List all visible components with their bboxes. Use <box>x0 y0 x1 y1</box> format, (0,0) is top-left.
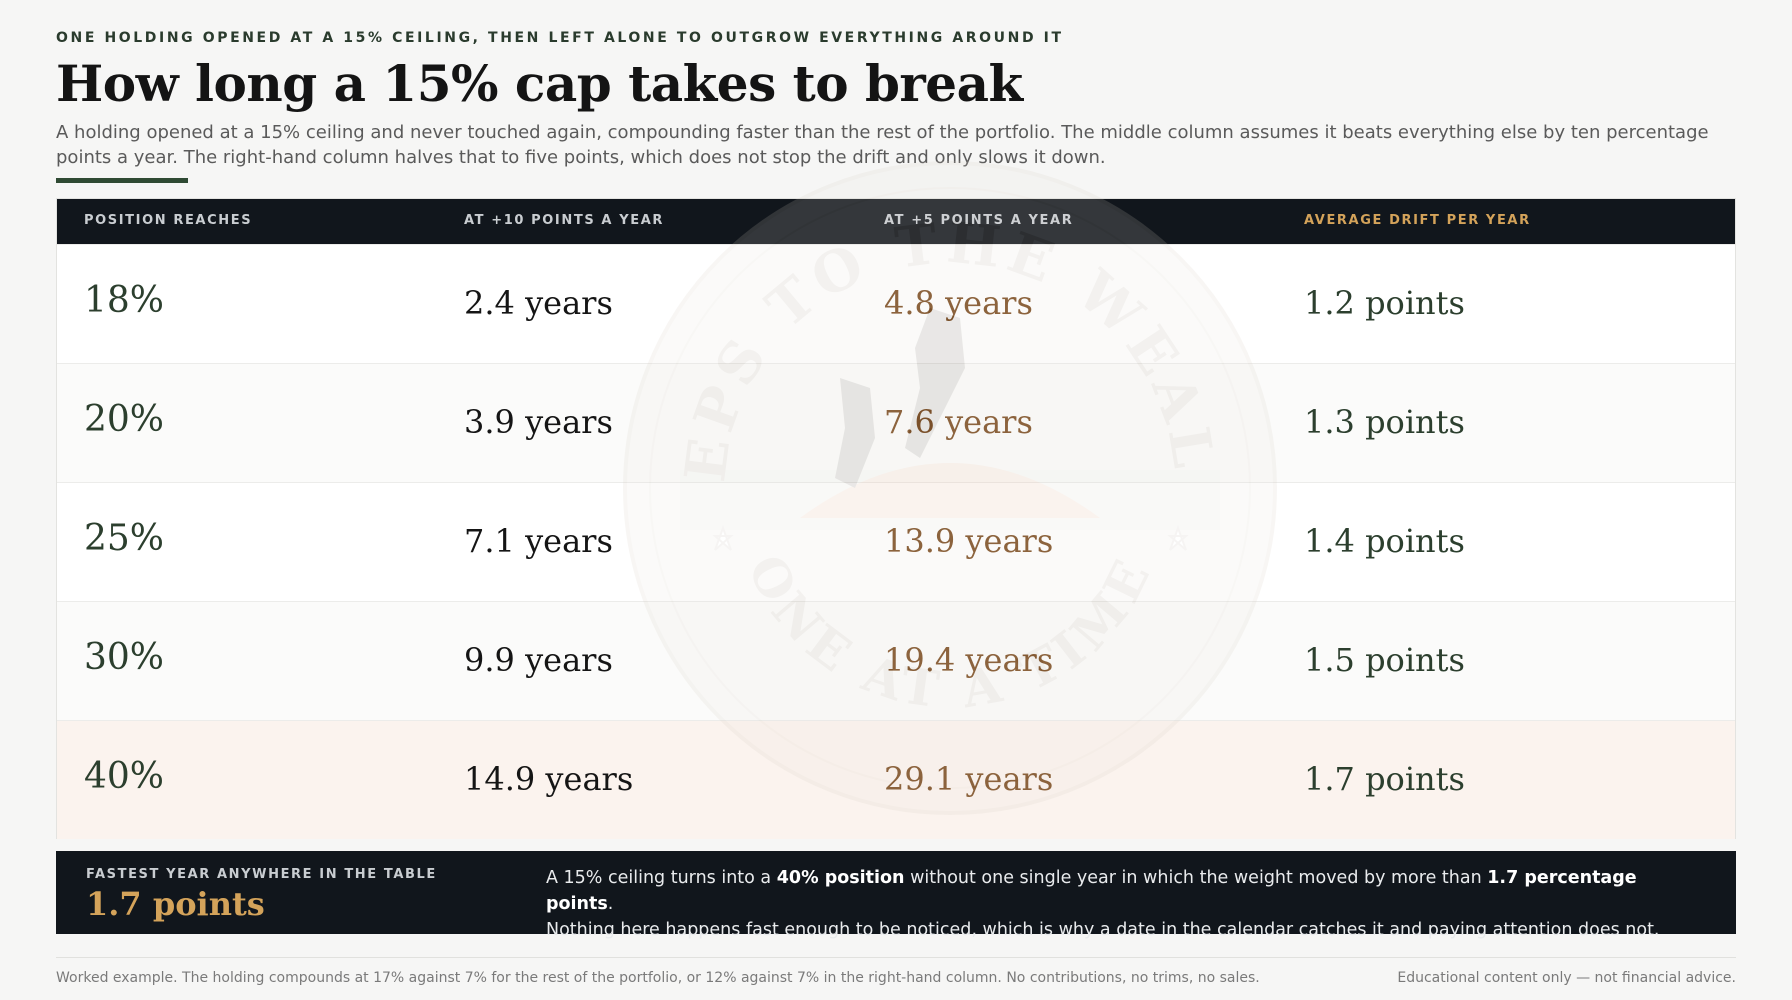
callout-text-part: . <box>607 894 614 914</box>
table-header: POSITION REACHES AT +10 POINTS A YEAR AT… <box>57 199 1735 244</box>
cell-five: 29.1 years <box>884 760 1054 798</box>
drift-table: POSITION REACHES AT +10 POINTS A YEAR AT… <box>56 198 1736 839</box>
callout-bold-position: 40% position <box>776 868 905 888</box>
footer-note: Worked example. The holding compounds at… <box>56 970 1260 986</box>
cell-drift: 1.2 points <box>1304 284 1465 322</box>
callout-text: A 15% ceiling turns into a 40% position … <box>546 865 1706 943</box>
callout-value: 1.7 points <box>86 885 265 923</box>
callout-text-part: A 15% ceiling turns into a <box>546 868 777 888</box>
cell-ten: 14.9 years <box>464 760 634 798</box>
page-title: How long a 15% cap takes to break <box>56 54 1023 113</box>
cell-drift: 1.3 points <box>1304 403 1465 441</box>
callout-bold-points: 1.7 percentage points <box>546 868 1637 914</box>
cell-ten: 7.1 years <box>464 522 613 560</box>
table-row-highlight: 40% 14.9 years 29.1 years 1.7 points <box>57 720 1735 839</box>
cell-five: 13.9 years <box>884 522 1054 560</box>
cell-position: 40% <box>84 756 165 797</box>
cell-position: 25% <box>84 518 165 559</box>
callout-text-part: without one single year in which the wei… <box>904 868 1488 888</box>
cell-ten: 9.9 years <box>464 641 613 679</box>
footer-divider <box>56 957 1736 958</box>
cell-position: 18% <box>84 280 165 321</box>
col-header-five: AT +5 POINTS A YEAR <box>884 213 1074 228</box>
cell-ten: 2.4 years <box>464 284 613 322</box>
accent-bar <box>56 178 188 183</box>
cell-drift: 1.7 points <box>1304 760 1465 798</box>
table-row: 25% 7.1 years 13.9 years 1.4 points <box>57 482 1735 601</box>
table-row: 30% 9.9 years 19.4 years 1.5 points <box>57 601 1735 720</box>
cell-drift: 1.5 points <box>1304 641 1465 679</box>
col-header-position: POSITION REACHES <box>84 213 253 228</box>
cell-position: 20% <box>84 399 165 440</box>
lede-paragraph: A holding opened at a 15% ceiling and ne… <box>56 122 1709 168</box>
cell-five: 4.8 years <box>884 284 1033 322</box>
cell-drift: 1.4 points <box>1304 522 1465 560</box>
footer-disclaimer: Educational content only — not financial… <box>1397 970 1736 986</box>
page: ONE HOLDING OPENED AT A 15% CEILING, THE… <box>56 0 1736 1000</box>
summary-callout: FASTEST YEAR ANYWHERE IN THE TABLE 1.7 p… <box>56 851 1736 940</box>
cell-five: 19.4 years <box>884 641 1054 679</box>
col-header-drift: AVERAGE DRIFT PER YEAR <box>1304 213 1531 228</box>
table-row: 18% 2.4 years 4.8 years 1.2 points <box>57 244 1735 363</box>
col-header-ten: AT +10 POINTS A YEAR <box>464 213 664 228</box>
callout-text-line-2: Nothing here happens fast enough to be n… <box>546 920 1660 940</box>
cell-position: 30% <box>84 637 165 678</box>
callout-label: FASTEST YEAR ANYWHERE IN THE TABLE <box>86 867 437 882</box>
cell-five: 7.6 years <box>884 403 1033 441</box>
eyebrow: ONE HOLDING OPENED AT A 15% CEILING, THE… <box>56 30 1064 46</box>
cell-ten: 3.9 years <box>464 403 613 441</box>
table-row: 20% 3.9 years 7.6 years 1.3 points <box>57 363 1735 482</box>
